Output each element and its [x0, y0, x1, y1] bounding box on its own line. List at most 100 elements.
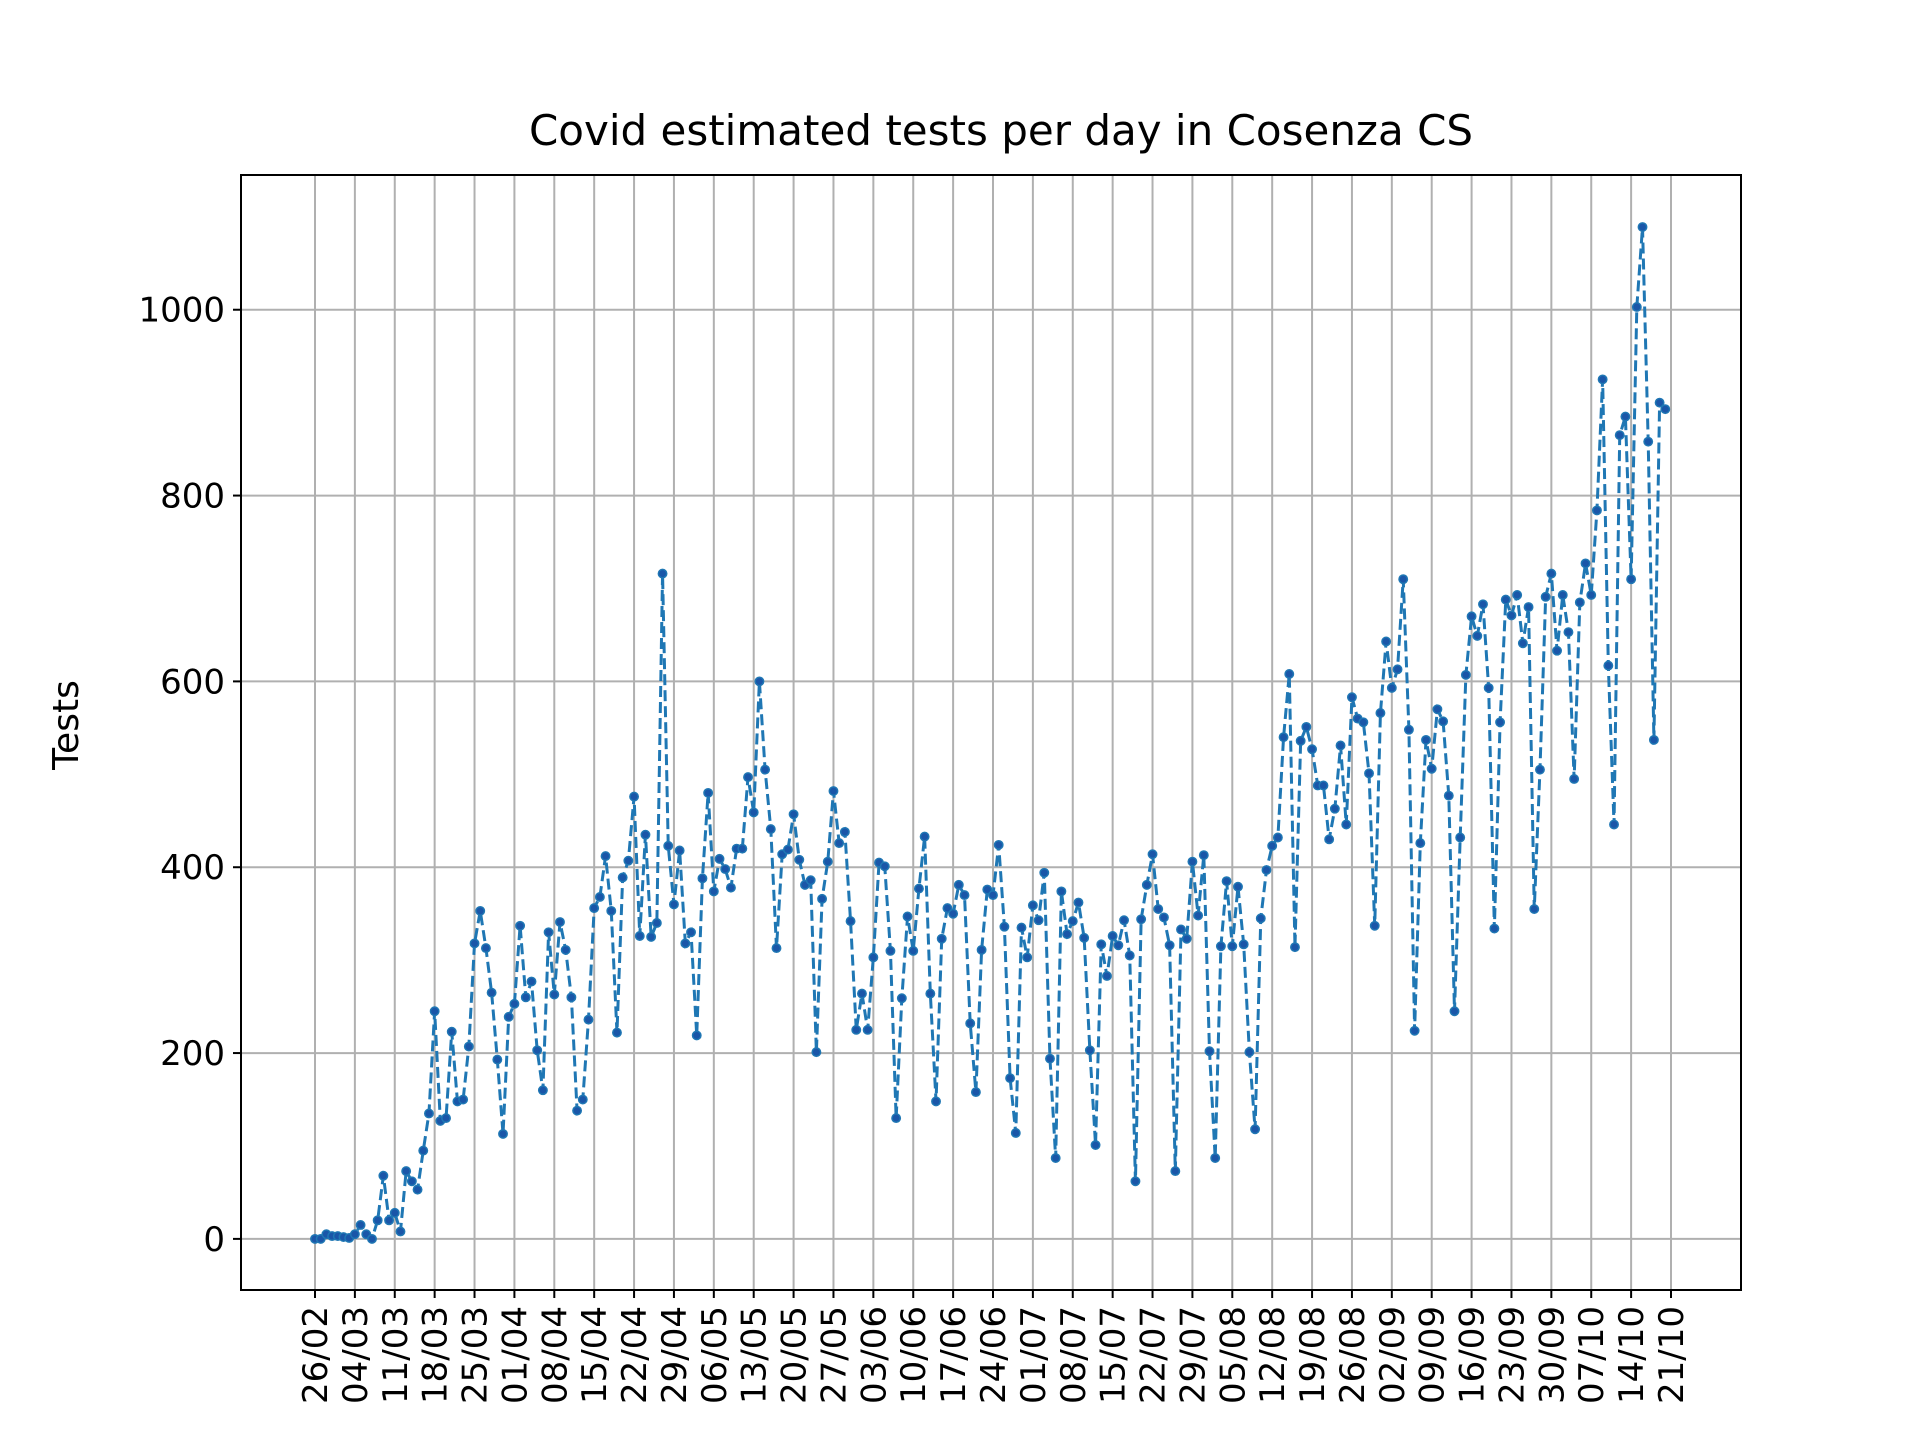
data-point	[805, 875, 816, 886]
data-point	[1648, 734, 1659, 745]
data-point	[668, 899, 679, 910]
data-point	[657, 568, 668, 579]
data-point	[1153, 904, 1164, 914]
data-point	[458, 1094, 469, 1105]
data-point	[720, 864, 731, 875]
data-point	[418, 1145, 429, 1156]
data-point	[1084, 1045, 1095, 1056]
data-point	[1250, 1124, 1261, 1135]
data-point	[623, 855, 634, 866]
data-point	[714, 853, 725, 864]
data-point	[1307, 744, 1318, 755]
data-point	[1500, 594, 1511, 605]
data-point	[1244, 1047, 1255, 1058]
data-point	[1478, 599, 1488, 610]
data-point	[463, 1041, 474, 1052]
x-tick-label: 19/08	[1293, 1306, 1333, 1404]
data-point	[1586, 590, 1597, 600]
data-point	[1187, 856, 1198, 867]
data-point	[1290, 942, 1300, 953]
data-point	[503, 1011, 514, 1022]
data-point	[828, 786, 839, 796]
x-tick-label: 16/09	[1453, 1306, 1493, 1404]
data-point	[919, 831, 930, 842]
data-point	[1626, 574, 1637, 585]
data-point	[1415, 838, 1426, 849]
data-point	[1010, 1128, 1021, 1138]
data-point	[1449, 1006, 1460, 1017]
data-point	[1335, 740, 1346, 751]
data-point	[1318, 780, 1329, 791]
data-point	[549, 989, 560, 1000]
x-tick-label: 06/05	[695, 1306, 735, 1404]
series-line-layer	[315, 226, 1667, 1242]
data-point	[515, 920, 526, 931]
data-point	[577, 1094, 588, 1105]
data-point	[1181, 933, 1192, 944]
data-point	[931, 1096, 941, 1107]
x-tick-label: 02/09	[1373, 1306, 1413, 1404]
data-point	[680, 938, 691, 949]
data-point	[1398, 574, 1409, 585]
data-point	[663, 840, 674, 851]
x-tick-label: 08/07	[1054, 1306, 1094, 1404]
data-point	[475, 905, 486, 916]
data-point	[896, 993, 907, 1004]
data-point	[589, 903, 600, 914]
data-point	[845, 916, 856, 927]
data-point	[1147, 849, 1158, 860]
data-point	[526, 976, 537, 987]
x-tick-label: 22/04	[615, 1306, 655, 1404]
data-point	[532, 1045, 543, 1056]
data-point	[1403, 724, 1414, 735]
data-point	[600, 851, 611, 862]
data-point	[1591, 505, 1602, 516]
x-tick-label: 03/06	[854, 1306, 894, 1404]
data-point	[708, 886, 719, 897]
data-point	[1609, 819, 1619, 830]
data-point	[594, 892, 605, 902]
data-point	[606, 905, 617, 916]
data-point	[1130, 1176, 1141, 1187]
data-point	[1107, 931, 1118, 941]
data-point	[1569, 774, 1580, 784]
data-point	[1198, 850, 1209, 861]
data-point	[1136, 914, 1147, 925]
data-point	[1238, 939, 1249, 950]
data-point	[1170, 1166, 1181, 1177]
data-point	[908, 945, 919, 956]
x-tick-label: 23/09	[1492, 1306, 1532, 1404]
data-point	[1090, 1140, 1101, 1151]
data-point	[1124, 950, 1135, 961]
data-point	[1267, 840, 1278, 851]
data-point	[1472, 630, 1483, 641]
data-point	[1056, 886, 1067, 897]
data-point	[572, 1105, 583, 1116]
x-tick-label: 14/10	[1612, 1306, 1652, 1404]
data-point	[794, 854, 805, 865]
data-point	[970, 1087, 981, 1098]
data-point	[1101, 970, 1112, 981]
data-point	[1255, 913, 1266, 924]
x-tick-label: 30/09	[1532, 1306, 1572, 1404]
data-point	[868, 952, 879, 963]
data-point	[367, 1233, 377, 1244]
data-point	[1119, 915, 1129, 926]
data-point	[788, 809, 799, 820]
x-tick-label: 29/07	[1173, 1306, 1213, 1404]
data-point	[384, 1215, 395, 1226]
x-tick-label: 22/07	[1134, 1306, 1174, 1404]
series-line	[315, 226, 1667, 1242]
data-point	[1227, 941, 1238, 952]
data-point	[988, 890, 998, 901]
data-point	[469, 938, 480, 949]
data-point	[1113, 940, 1124, 951]
data-point	[1654, 397, 1665, 408]
data-point	[429, 1006, 440, 1017]
data-point	[959, 890, 970, 901]
data-point	[560, 944, 571, 955]
data-point	[1489, 923, 1500, 934]
x-tick-label: 15/07	[1094, 1306, 1134, 1404]
data-point	[1301, 721, 1312, 732]
